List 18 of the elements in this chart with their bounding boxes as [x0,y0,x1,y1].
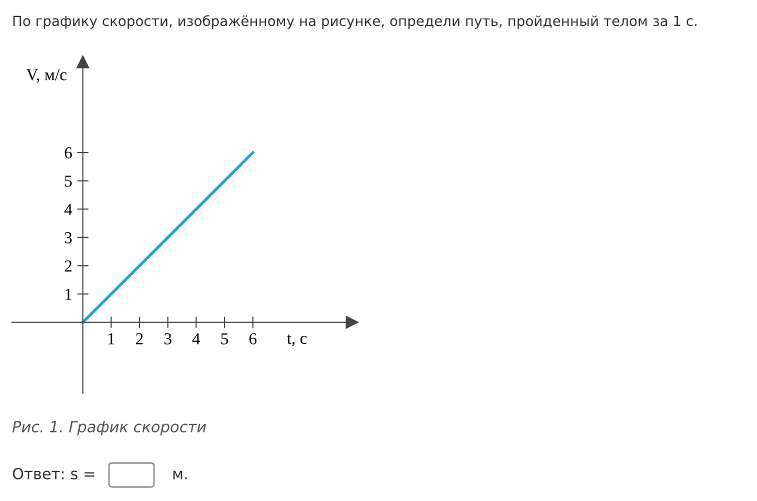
y-tick-label: 2 [64,260,72,272]
text: Ответ: s = [12,468,94,480]
y-tick-label: 4 [64,204,72,215]
x-axis-title: t, с [286,334,307,346]
x-tick-label: 1 [108,333,114,344]
text: Рис. 1. График скорости [12,421,206,436]
x-tick-label: 3 [164,333,172,344]
y-axis-title: V, м/с [26,69,66,83]
y-tick-label: 3 [64,232,72,244]
chart-title: По графику скорости, изображённому на рисунке, определи путь, пройденный телом за 1 с. [13,15,696,29]
x-tick-label: 5 [221,333,228,344]
y-tick-label: 5 [65,176,72,187]
x-tick-label: 4 [192,333,200,344]
y-tick-label: 1 [66,288,72,300]
y-tick-label: 6 [64,147,72,158]
x-tick-label: 2 [136,333,143,344]
x-tick-label: 6 [249,333,257,344]
text: м. [173,470,187,480]
